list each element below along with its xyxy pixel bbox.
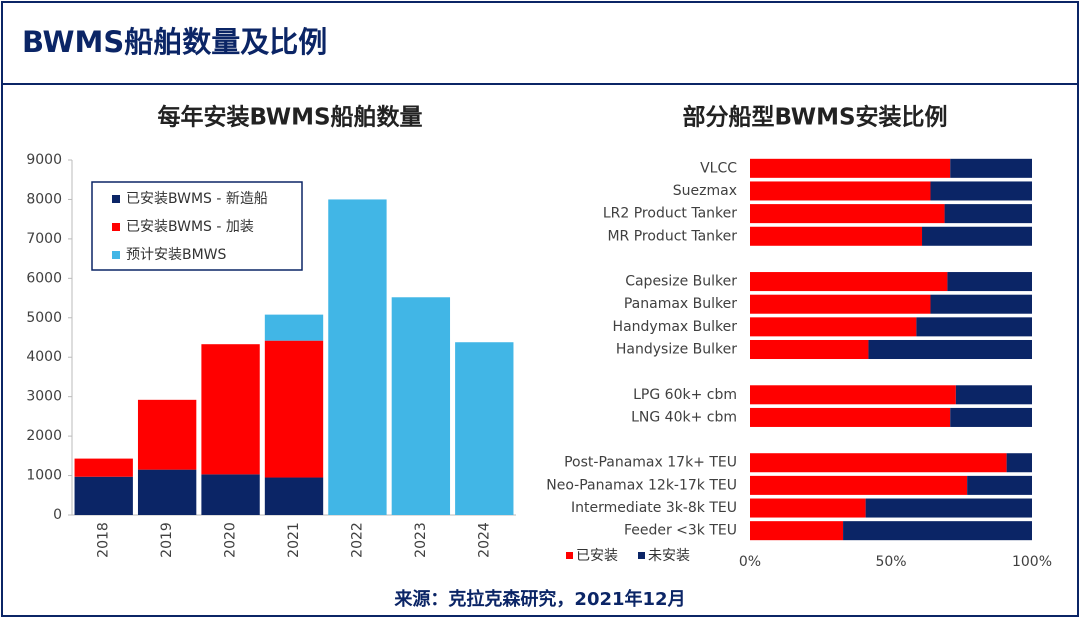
bar-segment: [201, 344, 260, 475]
y-tick-label: Suezmax: [673, 183, 737, 199]
x-tick-label: 2024: [476, 522, 492, 558]
bar-segment: [950, 407, 1032, 427]
bar-segment: [264, 340, 324, 478]
chart-title: 每年安装BWMS船舶数量: [157, 104, 422, 131]
bar-segment: [137, 469, 197, 515]
y-tick-label: 7000: [26, 231, 62, 247]
y-tick-label: 8000: [26, 191, 62, 207]
y-tick-label: Intermediate 3k-8k TEU: [571, 500, 737, 516]
x-tick-label: 0%: [739, 554, 761, 570]
bar-segment: [750, 453, 1007, 473]
bar-segment: [916, 317, 1032, 337]
bar-segment: [74, 476, 133, 515]
y-tick-label: LR2 Product Tanker: [603, 206, 737, 222]
legend-box: [91, 181, 303, 271]
legend-label: 已安装BWMS - 加装: [126, 219, 254, 235]
bar-segment: [865, 498, 1032, 518]
y-tick-label: Handymax Bulker: [613, 319, 738, 335]
bar-segment: [750, 181, 931, 201]
bar-segment: [750, 339, 869, 360]
bar-segment: [750, 498, 866, 518]
bar-segment: [868, 339, 1032, 360]
legend-swatch: [112, 223, 120, 231]
legend-swatch: [638, 552, 645, 559]
y-tick-label: 6000: [26, 270, 62, 286]
bar-segment: [750, 226, 923, 246]
bar-segment: [750, 475, 968, 495]
bar-segment: [922, 226, 1032, 246]
bar-segment: [391, 297, 451, 515]
bar-segment: [750, 158, 951, 178]
bar-segment: [750, 521, 844, 541]
legend-label: 未安装: [648, 548, 690, 564]
y-tick-label: 2000: [26, 428, 62, 444]
x-tick-label: 2023: [413, 522, 429, 558]
bar-segment: [843, 521, 1032, 541]
bar-segment: [750, 272, 948, 292]
x-tick-label: 2022: [349, 522, 365, 558]
y-tick-label: Feeder <3k TEU: [624, 523, 737, 539]
bar-segment: [1006, 453, 1032, 473]
legend-label: 预计安装BMWS: [126, 247, 227, 263]
y-tick-label: 0: [53, 507, 62, 523]
slide-title: BWMS船舶数量及比例: [22, 25, 327, 59]
bar-segment: [455, 342, 514, 515]
source-note: 来源：克拉克森研究，2021年12月: [393, 588, 685, 610]
bar-segment: [74, 458, 133, 477]
bar-segment: [750, 317, 917, 337]
y-tick-label: LNG 40k+ cbm: [631, 409, 737, 425]
y-tick-label: Capesize Bulker: [625, 274, 737, 290]
bar-segment: [137, 399, 197, 470]
bar-segment: [967, 475, 1032, 495]
y-tick-label: MR Product Tanker: [607, 228, 737, 244]
bar-segment: [930, 294, 1032, 314]
x-tick-label: 2019: [159, 522, 175, 558]
y-tick-label: Post-Panamax 17k+ TEU: [564, 455, 737, 471]
bar-segment: [750, 294, 931, 314]
legend-swatch: [112, 195, 120, 203]
bar-segment: [328, 199, 387, 515]
bar-segment: [750, 204, 945, 224]
bar-segment: [201, 474, 260, 515]
x-tick-label: 2018: [96, 522, 112, 558]
y-tick-label: 9000: [26, 152, 62, 168]
x-tick-label: 2021: [286, 522, 302, 558]
bar-segment: [750, 385, 956, 405]
bar-segment: [944, 204, 1032, 224]
bar-segment: [264, 314, 324, 341]
y-tick-label: VLCC: [700, 160, 737, 176]
bar-segment: [947, 272, 1032, 292]
bar-segment: [750, 407, 951, 427]
x-tick-label: 100%: [1012, 554, 1052, 570]
bar-segment: [955, 385, 1032, 405]
y-tick-label: 3000: [26, 389, 62, 405]
x-tick-label: 2020: [223, 522, 239, 558]
y-tick-label: Neo-Panamax 12k-17k TEU: [546, 477, 737, 493]
bar-segment: [950, 158, 1032, 178]
bar-segment: [264, 477, 324, 515]
y-tick-label: 1000: [26, 468, 62, 484]
y-tick-label: 4000: [26, 349, 62, 365]
y-tick-label: Panamax Bulker: [624, 296, 737, 312]
legend-swatch: [566, 552, 573, 559]
legend-swatch: [112, 251, 120, 259]
y-tick-label: LPG 60k+ cbm: [633, 387, 737, 403]
legend-label: 已安装: [576, 548, 618, 564]
chart-title: 部分船型BWMS安装比例: [682, 104, 947, 131]
legend-label: 已安装BWMS - 新造船: [126, 191, 268, 207]
bar-segment: [930, 181, 1032, 201]
y-tick-label: Handysize Bulker: [616, 342, 737, 358]
x-tick-label: 50%: [875, 554, 906, 570]
y-tick-label: 5000: [26, 310, 62, 326]
